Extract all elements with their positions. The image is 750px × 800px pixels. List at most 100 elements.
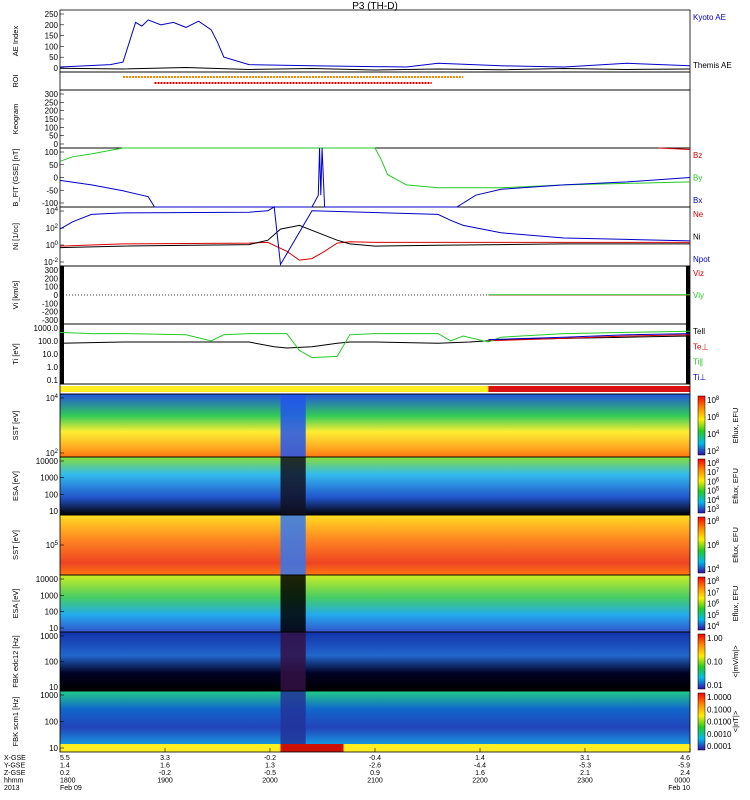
sst-ion-heatmap-fill: [60, 515, 690, 575]
sst-electron-colorbar-tick: 104: [707, 430, 720, 439]
temperature-series-line: [59, 335, 691, 349]
density-ytick-label: 102: [46, 224, 59, 233]
ae-ytick-label: 150: [45, 32, 59, 41]
time-tick-label: 2300: [577, 778, 593, 785]
sst-ion-colorbar-label: Eflux, EFU: [731, 527, 740, 563]
time-tick-label: 2200: [472, 778, 488, 785]
roi-frame: [59, 71, 691, 91]
fbk-edc12-colorbar: [697, 633, 706, 690]
fbk-edc12-ytick-label: 10: [49, 683, 58, 692]
fbk-edc12-ytick-label: 100: [45, 658, 59, 667]
roi-ylabel: ROI: [11, 74, 20, 87]
density-frame: [59, 206, 691, 267]
fbk-edc12-heatmap-fill: [60, 632, 690, 691]
time-tick-label: 2100: [367, 778, 383, 785]
ae-ytick-label: 200: [45, 21, 59, 30]
esa-electron-ytick-label: 100: [45, 490, 59, 499]
sst-electron-heatmap-fill: [60, 394, 690, 457]
sst-electron-colorbar-tick: 102: [707, 447, 720, 456]
time-tick-label: 4.6: [680, 755, 690, 762]
mode-bar-yellow: [60, 386, 690, 392]
esa-ion-ytick-label: 100: [45, 608, 59, 617]
time-tick-label: 1900: [157, 778, 173, 785]
keogram-ytick-label: 200: [45, 107, 59, 116]
time-tick-label: -4.4: [474, 763, 486, 770]
esa-electron-ytick-label: 1000: [40, 474, 58, 483]
density-ytick-label: 100: [46, 241, 59, 250]
bfit-ytick-label: 50: [49, 161, 58, 170]
time-tick-label: -5.3: [579, 763, 591, 770]
density-ytick-label: 10-2: [44, 258, 59, 267]
esa-electron-colorbar-tick: 108: [707, 459, 720, 468]
time-tick-label: 1.4: [60, 763, 70, 770]
time-tick-label: 5.5: [60, 755, 70, 762]
temperature-legend-label: Ti⊥: [693, 373, 706, 382]
time-tick-label: 1.6: [475, 770, 485, 777]
density-ylabel: Ni [1/cc]: [11, 223, 20, 250]
fbk-scm1-colorbar-tick: 0.0010: [707, 730, 732, 739]
temperature-legend-label: Te⊥: [693, 342, 708, 351]
temperature-legend-label: Tell: [693, 327, 705, 336]
time-tick-label: 3.1: [580, 755, 590, 762]
fbk-scm1-colorbar-label: <|nT|>: [731, 710, 740, 732]
velocity-ytick-label: 200: [45, 274, 59, 283]
ae-series-line: [59, 66, 691, 71]
velocity-ytick-label: -100: [42, 299, 59, 308]
ae-ytick-label: 250: [45, 10, 59, 19]
sst-ion-ylabel: SST [eV]: [11, 530, 20, 560]
mode-bar-red: [488, 386, 690, 392]
esa-electron-heatmap-fill: [60, 457, 690, 515]
ae-frame: [59, 9, 691, 73]
esa-electron-ytick-label: 10: [49, 507, 58, 516]
density-legend-label: Npot: [693, 255, 711, 264]
time-tick-label: -2.6: [369, 763, 381, 770]
bfit-series-line: [59, 147, 691, 189]
velocity-ytick-label: 100: [45, 283, 59, 292]
sst-electron-ylabel: SST [eV]: [11, 411, 20, 441]
ae-ytick-label: 100: [45, 42, 59, 51]
temperature-ytick-label: 1000.0: [34, 324, 59, 333]
esa-electron-colorbar-tick: 104: [707, 496, 720, 505]
sst-electron-central-band: [280, 394, 306, 457]
esa-electron-colorbar-tick: 106: [707, 477, 720, 486]
esa-ion-colorbar-label: Eflux, EFU: [731, 586, 740, 622]
fbk-edc12-colorbar-label: <|mV/m|>: [731, 645, 740, 678]
bfit-legend-label: By: [693, 174, 702, 183]
time-tick-label: 1.3: [265, 763, 275, 770]
fbk-scm1-heatmap-fill: [60, 691, 690, 752]
density-series-line: [59, 241, 690, 261]
temperature-series-line: [488, 333, 691, 341]
time-tick-label: 0000: [674, 778, 690, 785]
bfit-series-line: [59, 147, 691, 208]
fbk-edc12-colorbar-tick: 0.10: [707, 658, 723, 667]
esa-electron-central-band: [280, 457, 306, 515]
density-legend-label: Ni: [693, 233, 701, 242]
velocity-ytick-label: 300: [45, 266, 59, 275]
sst-electron-colorbar-label: Eflux, EFU: [731, 408, 740, 444]
temperature-ytick-label: 100.0: [38, 337, 59, 346]
time-tick-label: -0.5: [264, 770, 276, 777]
velocity-ytick-label: -300: [42, 316, 59, 325]
fbk-edc12-ylabel: FBK edc12 [Hz]: [11, 635, 20, 688]
bfit-ytick-label: 100: [45, 148, 59, 157]
keogram-ytick-label: 150: [45, 115, 59, 124]
fbk-scm1-central-band: [280, 691, 306, 752]
ae-series-line: [59, 19, 691, 68]
fbk-scm1-colorbar: [697, 692, 706, 751]
esa-electron-colorbar-tick: 105: [707, 487, 720, 496]
fbk-edc12-colorbar-tick: 1.00: [707, 634, 723, 643]
bfit-frame: [59, 147, 691, 208]
time-tick-label: 1.4: [475, 755, 485, 762]
temperature-series-line: [59, 330, 691, 359]
fbk-scm1-ytick-label: 1000: [40, 691, 58, 700]
sst-ion-colorbar: [697, 516, 706, 574]
velocity-ytick-label: -200: [42, 308, 59, 317]
temperature-left-edge: [60, 324, 64, 384]
bfit-ytick-label: 0: [54, 174, 59, 183]
keogram-ylabel: Keogram: [11, 104, 20, 134]
axis-row-label: Y-GSE: [4, 763, 25, 770]
ae-legend-label: Themis AE: [693, 61, 732, 70]
velocity-ytick-label: 0: [54, 291, 59, 300]
